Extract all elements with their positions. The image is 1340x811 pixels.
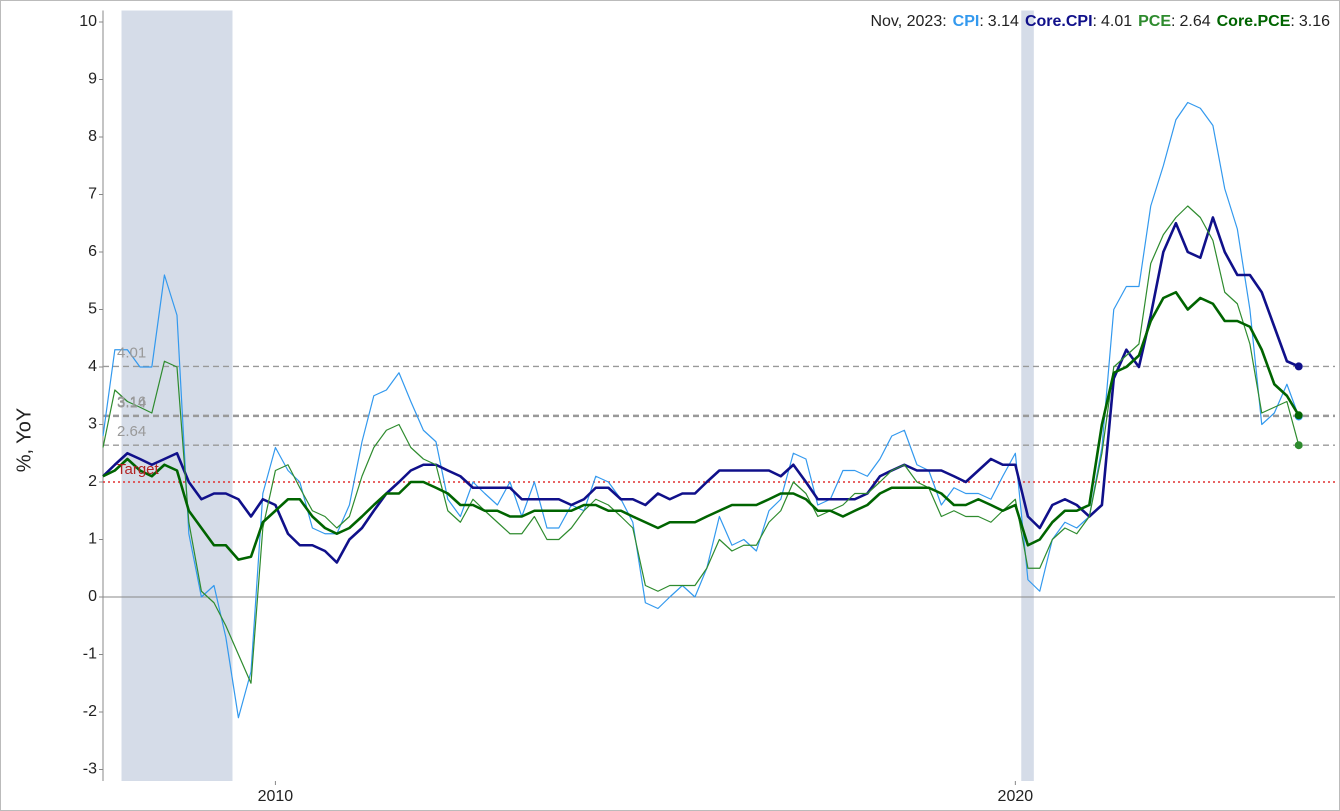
legend-value: 3.16 <box>1299 13 1330 30</box>
legend-separator: : <box>979 13 983 30</box>
legend-name: PCE <box>1138 13 1171 30</box>
legend-value: 2.64 <box>1179 13 1210 30</box>
y-axis-label: %, YoY <box>13 408 35 473</box>
legend-separator: : <box>1290 13 1294 30</box>
series-line <box>102 205 1300 684</box>
reference-label: 4.01 <box>117 344 146 361</box>
recession-band <box>1021 10 1034 781</box>
y-tick-label: 10 <box>79 13 97 30</box>
reference-label: 3.16 <box>117 393 146 410</box>
lines-layer <box>102 101 1303 719</box>
legend-name: Core.PCE <box>1217 13 1291 30</box>
target-label: Target <box>117 461 160 478</box>
header-separator: : <box>942 13 946 30</box>
latest-header: Nov, 2023: CPI: 3.14 Core.CPI: 4.01 PCE: 2.64 C… <box>870 13 1330 30</box>
y-tick-label: 5 <box>88 301 97 318</box>
legend-name: Core.CPI <box>1025 13 1093 30</box>
x-tick-label: 2010 <box>258 788 294 805</box>
y-tick-label: 1 <box>88 531 97 548</box>
y-tick-label: -3 <box>83 761 97 778</box>
y-tick-label: -1 <box>83 646 97 663</box>
y-tick-label: 2 <box>88 473 97 490</box>
y-tick-label: 7 <box>88 186 97 203</box>
y-tick-label: 0 <box>88 588 97 605</box>
end-dot <box>1294 362 1303 371</box>
y-tick-label: 6 <box>88 243 97 260</box>
y-tick-label: -2 <box>83 703 97 720</box>
end-dot <box>1294 411 1303 420</box>
y-tick-label: 9 <box>88 71 97 88</box>
header-date: Nov, 2023 <box>870 13 942 30</box>
grid-layer <box>99 10 1335 785</box>
x-tick-label: 2020 <box>998 788 1034 805</box>
series-line <box>102 216 1300 564</box>
background-layer <box>121 10 1034 781</box>
y-tick-label: 4 <box>88 358 97 375</box>
reference-label: 3.14 <box>117 394 146 411</box>
legend-separator: : <box>1093 13 1097 30</box>
reference-label: 2.64 <box>117 423 146 440</box>
legend-name: CPI <box>953 13 980 30</box>
series-line <box>102 290 1300 561</box>
y-tick-label: 3 <box>88 416 97 433</box>
y-tick-label: 8 <box>88 128 97 145</box>
legend-separator: : <box>1171 13 1175 30</box>
recession-band <box>121 10 233 781</box>
legend-value: 3.14 <box>988 13 1019 30</box>
end-dot <box>1294 441 1303 450</box>
series-line <box>102 101 1300 719</box>
legend-value: 4.01 <box>1101 13 1132 30</box>
